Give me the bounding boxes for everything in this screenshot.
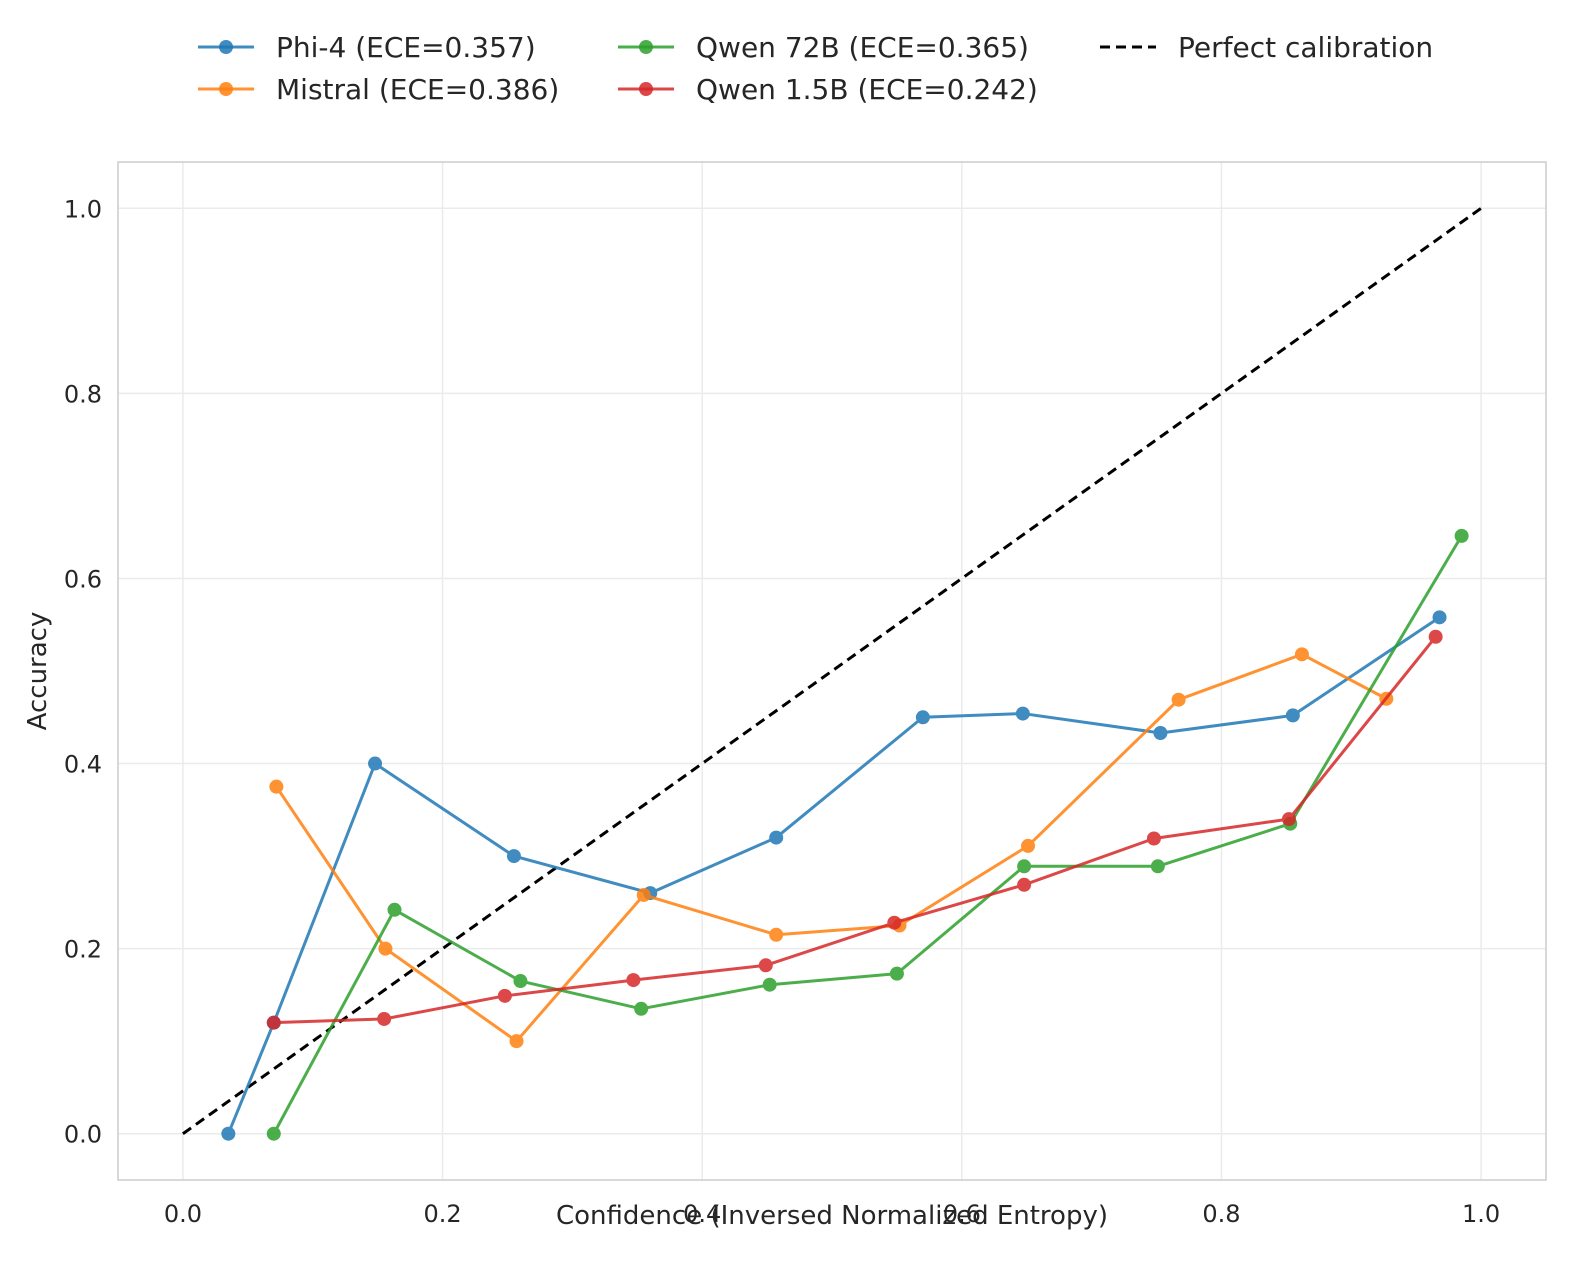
legend-marker (639, 82, 653, 96)
data-point (1428, 629, 1443, 644)
y-tick-label: 0.6 (64, 565, 102, 593)
x-tick-label: 0.4 (683, 1200, 721, 1228)
data-point (758, 958, 773, 973)
data-point (626, 973, 641, 988)
data-point (769, 830, 784, 845)
data-point (1017, 877, 1032, 892)
data-point (636, 887, 651, 902)
legend-label: Qwen 72B (ECE=0.365) (696, 31, 1029, 64)
x-tick-label: 0.0 (164, 1200, 202, 1228)
series-1 (269, 647, 1394, 1049)
series-line (274, 652, 1388, 1043)
legend-entry: Perfect calibration (1100, 31, 1433, 64)
series-3 (266, 629, 1443, 1030)
y-tick-label: 1.0 (64, 195, 102, 223)
data-point (1015, 706, 1030, 721)
data-point (387, 902, 402, 917)
data-point (1146, 831, 1161, 846)
data-point (269, 779, 284, 794)
data-point (1285, 708, 1300, 723)
series-line (272, 635, 1438, 1025)
plot-area-frame (117, 161, 1547, 1181)
x-axis-ticks: 0.0 0.2 0.4 0.6 0.8 1.0 (164, 1200, 1500, 1228)
legend-marker (219, 40, 233, 54)
series-line (272, 534, 1464, 1136)
y-tick-label: 0.8 (64, 380, 102, 408)
y-axis-ticks: 0.0 0.2 0.4 0.6 0.8 1.0 (64, 195, 102, 1148)
data-point (762, 977, 777, 992)
data-point (377, 1011, 392, 1026)
data-point (1454, 528, 1469, 543)
data-point (506, 849, 521, 864)
x-tick-label: 0.6 (943, 1200, 981, 1228)
x-tick-label: 0.2 (423, 1200, 461, 1228)
legend-entry: Qwen 1.5B (ECE=0.242) (618, 73, 1038, 106)
perfect-calibration-line (182, 207, 1482, 1135)
perfect-calibration-line-path (182, 207, 1482, 1135)
x-tick-label: 0.8 (1202, 1200, 1240, 1228)
legend-label: Mistral (ECE=0.386) (276, 73, 559, 106)
data-point (266, 1015, 281, 1030)
legend-label: Qwen 1.5B (ECE=0.242) (696, 73, 1038, 106)
legend-marker (639, 40, 653, 54)
x-axis-label: Confidence (Inversed Normalized Entropy) (556, 1201, 1108, 1231)
data-point (221, 1126, 236, 1141)
y-tick-label: 0.4 (64, 751, 102, 779)
data-point (1171, 692, 1186, 707)
data-point (1294, 647, 1309, 662)
legend-entry: Mistral (ECE=0.386) (198, 73, 559, 106)
data-point (1281, 812, 1296, 827)
series-2 (266, 528, 1469, 1141)
data-point (915, 710, 930, 725)
legend: Phi-4 (ECE=0.357) Mistral (ECE=0.386) Qwen… (198, 31, 1433, 106)
legend-marker (219, 82, 233, 96)
data-point (1150, 859, 1165, 874)
data-point (1153, 726, 1168, 741)
legend-entry: Phi-4 (ECE=0.357) (198, 31, 536, 64)
data-point (497, 988, 512, 1003)
data-point (634, 1001, 649, 1016)
x-tick-label: 1.0 (1462, 1200, 1500, 1228)
data-point (509, 1034, 524, 1049)
legend-label: Phi-4 (ECE=0.357) (276, 31, 536, 64)
data-point (513, 974, 528, 989)
data-point (889, 966, 904, 981)
data-point (378, 941, 393, 956)
grid (118, 162, 1546, 1180)
series-0 (221, 610, 1447, 1141)
data-point (266, 1126, 281, 1141)
legend-label: Perfect calibration (1178, 31, 1433, 64)
y-tick-label: 0.0 (64, 1121, 102, 1149)
data-point (1021, 838, 1036, 853)
y-tick-label: 0.2 (64, 936, 102, 964)
y-axis-label: Accuracy (23, 612, 53, 731)
data-point (769, 927, 784, 942)
data-point (1432, 610, 1447, 625)
data-point (1017, 859, 1032, 874)
series-layer (221, 528, 1469, 1141)
legend-entry: Qwen 72B (ECE=0.365) (618, 31, 1029, 64)
data-point (368, 756, 383, 771)
data-point (887, 915, 902, 930)
